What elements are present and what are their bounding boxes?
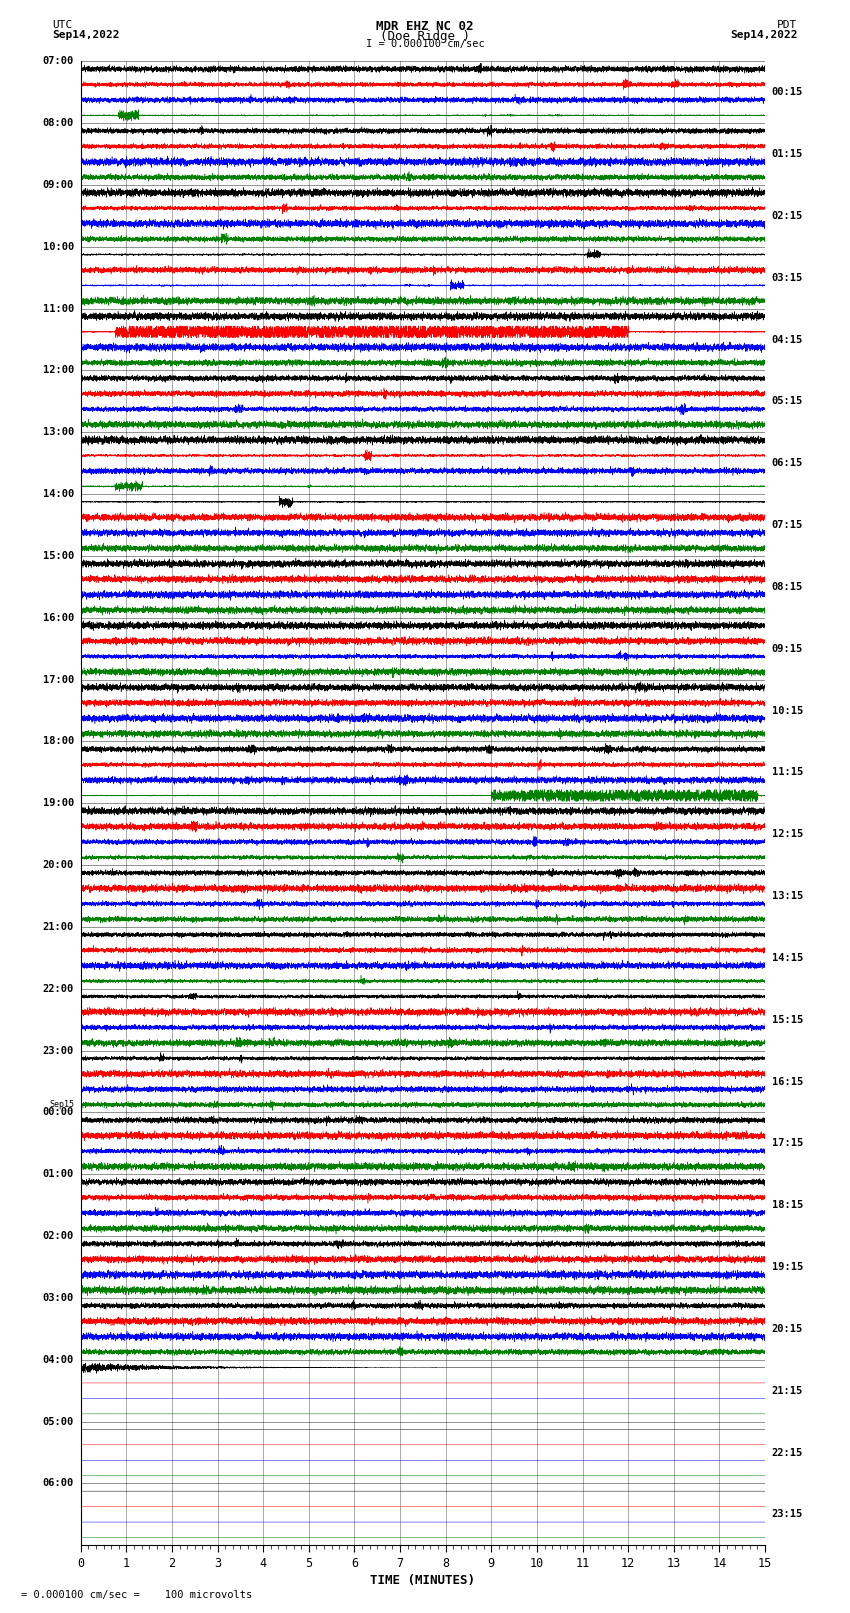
Text: 18:15: 18:15	[772, 1200, 803, 1210]
Text: Sep14,2022: Sep14,2022	[730, 29, 797, 39]
X-axis label: TIME (MINUTES): TIME (MINUTES)	[371, 1574, 475, 1587]
Text: 09:00: 09:00	[42, 181, 74, 190]
Text: 10:00: 10:00	[42, 242, 74, 252]
Text: 03:00: 03:00	[42, 1294, 74, 1303]
Text: 03:15: 03:15	[772, 273, 803, 282]
Text: 04:15: 04:15	[772, 334, 803, 345]
Text: 17:15: 17:15	[772, 1139, 803, 1148]
Text: 12:00: 12:00	[42, 366, 74, 376]
Text: (Doe Ridge ): (Doe Ridge )	[380, 29, 470, 42]
Text: 15:00: 15:00	[42, 552, 74, 561]
Text: 23:15: 23:15	[772, 1510, 803, 1519]
Text: 02:00: 02:00	[42, 1231, 74, 1240]
Text: 09:15: 09:15	[772, 644, 803, 653]
Text: 02:15: 02:15	[772, 211, 803, 221]
Text: 17:00: 17:00	[42, 674, 74, 684]
Text: 16:00: 16:00	[42, 613, 74, 623]
Text: 07:00: 07:00	[42, 56, 74, 66]
Text: 14:15: 14:15	[772, 953, 803, 963]
Text: 00:15: 00:15	[772, 87, 803, 97]
Text: 15:15: 15:15	[772, 1015, 803, 1024]
Text: PDT: PDT	[777, 19, 797, 31]
Text: 11:15: 11:15	[772, 768, 803, 777]
Text: 21:00: 21:00	[42, 923, 74, 932]
Text: 22:15: 22:15	[772, 1447, 803, 1458]
Text: 21:15: 21:15	[772, 1386, 803, 1395]
Text: 12:15: 12:15	[772, 829, 803, 839]
Text: 10:15: 10:15	[772, 705, 803, 716]
Text: 20:15: 20:15	[772, 1324, 803, 1334]
Text: Sep15: Sep15	[49, 1100, 74, 1108]
Text: 01:15: 01:15	[772, 148, 803, 160]
Text: 19:15: 19:15	[772, 1261, 803, 1273]
Text: 04:00: 04:00	[42, 1355, 74, 1365]
Text: 06:00: 06:00	[42, 1479, 74, 1489]
Text: 23:00: 23:00	[42, 1045, 74, 1055]
Text: Sep14,2022: Sep14,2022	[53, 29, 120, 39]
Text: 14:00: 14:00	[42, 489, 74, 498]
Text: 06:15: 06:15	[772, 458, 803, 468]
Text: 01:00: 01:00	[42, 1169, 74, 1179]
Text: 00:00: 00:00	[42, 1108, 74, 1118]
Text: 05:00: 05:00	[42, 1416, 74, 1426]
Text: = 0.000100 cm/sec =    100 microvolts: = 0.000100 cm/sec = 100 microvolts	[21, 1590, 252, 1600]
Text: 11:00: 11:00	[42, 303, 74, 313]
Text: 18:00: 18:00	[42, 737, 74, 747]
Text: 05:15: 05:15	[772, 397, 803, 406]
Text: 20:00: 20:00	[42, 860, 74, 869]
Text: 22:00: 22:00	[42, 984, 74, 994]
Text: 13:15: 13:15	[772, 890, 803, 902]
Text: 16:15: 16:15	[772, 1076, 803, 1087]
Text: 08:00: 08:00	[42, 118, 74, 127]
Text: UTC: UTC	[53, 19, 73, 31]
Text: MDR EHZ NC 02: MDR EHZ NC 02	[377, 19, 473, 34]
Text: 07:15: 07:15	[772, 519, 803, 531]
Text: 19:00: 19:00	[42, 798, 74, 808]
Text: 13:00: 13:00	[42, 427, 74, 437]
Text: I = 0.000100 cm/sec: I = 0.000100 cm/sec	[366, 39, 484, 48]
Text: 08:15: 08:15	[772, 582, 803, 592]
